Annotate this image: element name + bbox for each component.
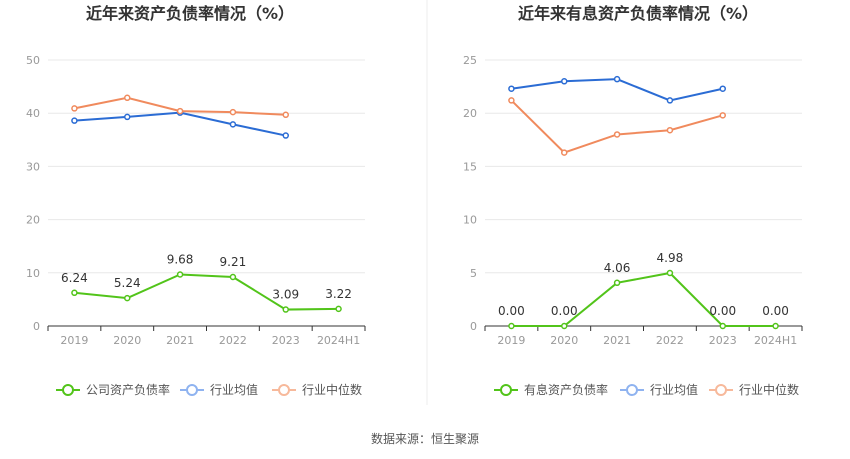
data-point-company	[71, 289, 78, 297]
data-point-company	[508, 322, 515, 330]
data-point-industry-median	[613, 131, 621, 138]
data-point-industry-avg	[229, 121, 237, 128]
legend-swatch-marker	[715, 384, 727, 396]
legend-swatch-marker	[500, 384, 512, 396]
data-point-industry-median	[508, 97, 515, 104]
y-tick-label: 0	[470, 320, 477, 333]
legend-item-company[interactable]: 有息资产负债率	[494, 382, 608, 397]
data-label: 5.24	[114, 276, 141, 290]
data-label: 6.24	[61, 271, 88, 285]
data-point-industry-avg	[508, 85, 515, 92]
y-tick-label: 10	[463, 214, 477, 227]
data-point-company	[666, 269, 674, 277]
y-tick-label: 10	[26, 267, 40, 280]
series-line-company	[74, 273, 339, 311]
legend-label: 行业均值	[650, 382, 698, 397]
legend-item-industry-avg[interactable]: 行业均值	[180, 382, 258, 397]
data-point-company	[719, 322, 726, 330]
data-point-company	[282, 306, 289, 313]
data-point-company	[335, 305, 342, 313]
x-tick-label: 2022	[656, 334, 684, 347]
y-tick-label: 50	[26, 54, 40, 67]
data-point-company	[124, 294, 131, 302]
data-point-industry-avg	[719, 85, 726, 92]
x-tick-label: 2023	[709, 334, 737, 347]
series-line-company	[511, 271, 776, 327]
y-tick-label: 20	[26, 214, 40, 227]
legend-item-industry-avg[interactable]: 行业均值	[620, 382, 698, 397]
data-label: 0.00	[551, 304, 578, 318]
data-point-industry-avg	[124, 113, 131, 121]
legend-item-industry-median[interactable]: 行业中位数	[272, 382, 362, 397]
legend-label: 行业中位数	[302, 382, 362, 397]
x-tick-label: 2023	[272, 334, 300, 347]
data-point-company	[561, 322, 568, 330]
data-point-industry-avg	[561, 78, 568, 85]
data-point-company	[772, 322, 779, 330]
chart-panel-interest-debt-ratio: 近年来有息资产负债率情况（%） 0 5 10 15 20 25 2019 2020 2021 202…	[463, 4, 803, 397]
x-tick-label: 2019	[497, 334, 525, 347]
x-tick-label: 2021	[166, 334, 194, 347]
legend-label: 有息资产负债率	[524, 382, 608, 397]
data-label: 3.22	[325, 287, 352, 301]
legend-swatch-marker	[278, 384, 290, 396]
x-tick-label: 2024H1	[317, 334, 360, 347]
data-label: 3.09	[272, 288, 299, 302]
data-point-company	[176, 271, 184, 278]
series-line-industry-median	[510, 99, 724, 154]
y-tick-label: 25	[463, 54, 477, 67]
y-tick-label: 0	[33, 320, 40, 333]
y-tick-label: 5	[470, 267, 477, 280]
data-point-industry-median	[719, 112, 726, 119]
x-tick-label: 2020	[550, 334, 578, 347]
data-point-industry-avg	[613, 75, 621, 83]
x-tick-label: 2024H1	[754, 334, 797, 347]
y-tick-label: 15	[463, 160, 477, 173]
y-tick-label: 40	[26, 107, 40, 120]
chart-title: 近年来资产负债率情况（%）	[86, 4, 294, 23]
data-point-industry-median	[124, 94, 131, 102]
chart-title: 近年来有息资产负债率情况（%）	[518, 4, 758, 23]
data-label: 4.98	[657, 251, 684, 265]
series-line-industry-avg	[74, 111, 286, 137]
y-tick-label: 20	[463, 107, 477, 120]
legend-label: 行业中位数	[739, 382, 799, 397]
data-label: 0.00	[709, 304, 736, 318]
data-label: 4.06	[604, 261, 631, 275]
data-point-industry-median	[176, 107, 184, 115]
data-point-industry-median	[282, 111, 289, 119]
data-label: 9.21	[220, 255, 247, 269]
x-tick-label: 2020	[113, 334, 141, 347]
x-tick-label: 2021	[603, 334, 631, 347]
data-point-industry-median	[666, 126, 674, 134]
data-point-industry-avg	[666, 97, 674, 104]
chart-panel-debt-ratio: 近年来资产负债率情况（%） 0 10 20 30 40 50 2019 2020 2021 2022…	[26, 4, 366, 397]
data-point-industry-avg	[71, 117, 78, 124]
x-tick-label: 2019	[60, 334, 88, 347]
legend-swatch-marker	[626, 384, 638, 396]
legend-label: 公司资产负债率	[86, 382, 170, 397]
data-point-industry-median	[229, 108, 237, 116]
legend-swatch-marker	[62, 384, 74, 396]
data-label: 0.00	[498, 304, 525, 318]
data-label: 0.00	[762, 304, 789, 318]
legend-item-industry-median[interactable]: 行业中位数	[709, 382, 799, 397]
data-point-company	[229, 273, 237, 281]
y-tick-label: 30	[26, 160, 40, 173]
source-note: 数据来源：恒生聚源	[371, 431, 479, 446]
legend-item-company[interactable]: 公司资产负债率	[56, 382, 170, 397]
data-point-company	[613, 279, 621, 287]
data-point-industry-median	[71, 105, 78, 112]
legend-label: 行业均值	[210, 382, 258, 397]
legend-swatch-marker	[186, 384, 198, 396]
data-label: 9.68	[167, 253, 194, 267]
x-tick-label: 2022	[219, 334, 247, 347]
data-point-industry-avg	[282, 132, 289, 139]
data-point-industry-median	[561, 149, 568, 156]
